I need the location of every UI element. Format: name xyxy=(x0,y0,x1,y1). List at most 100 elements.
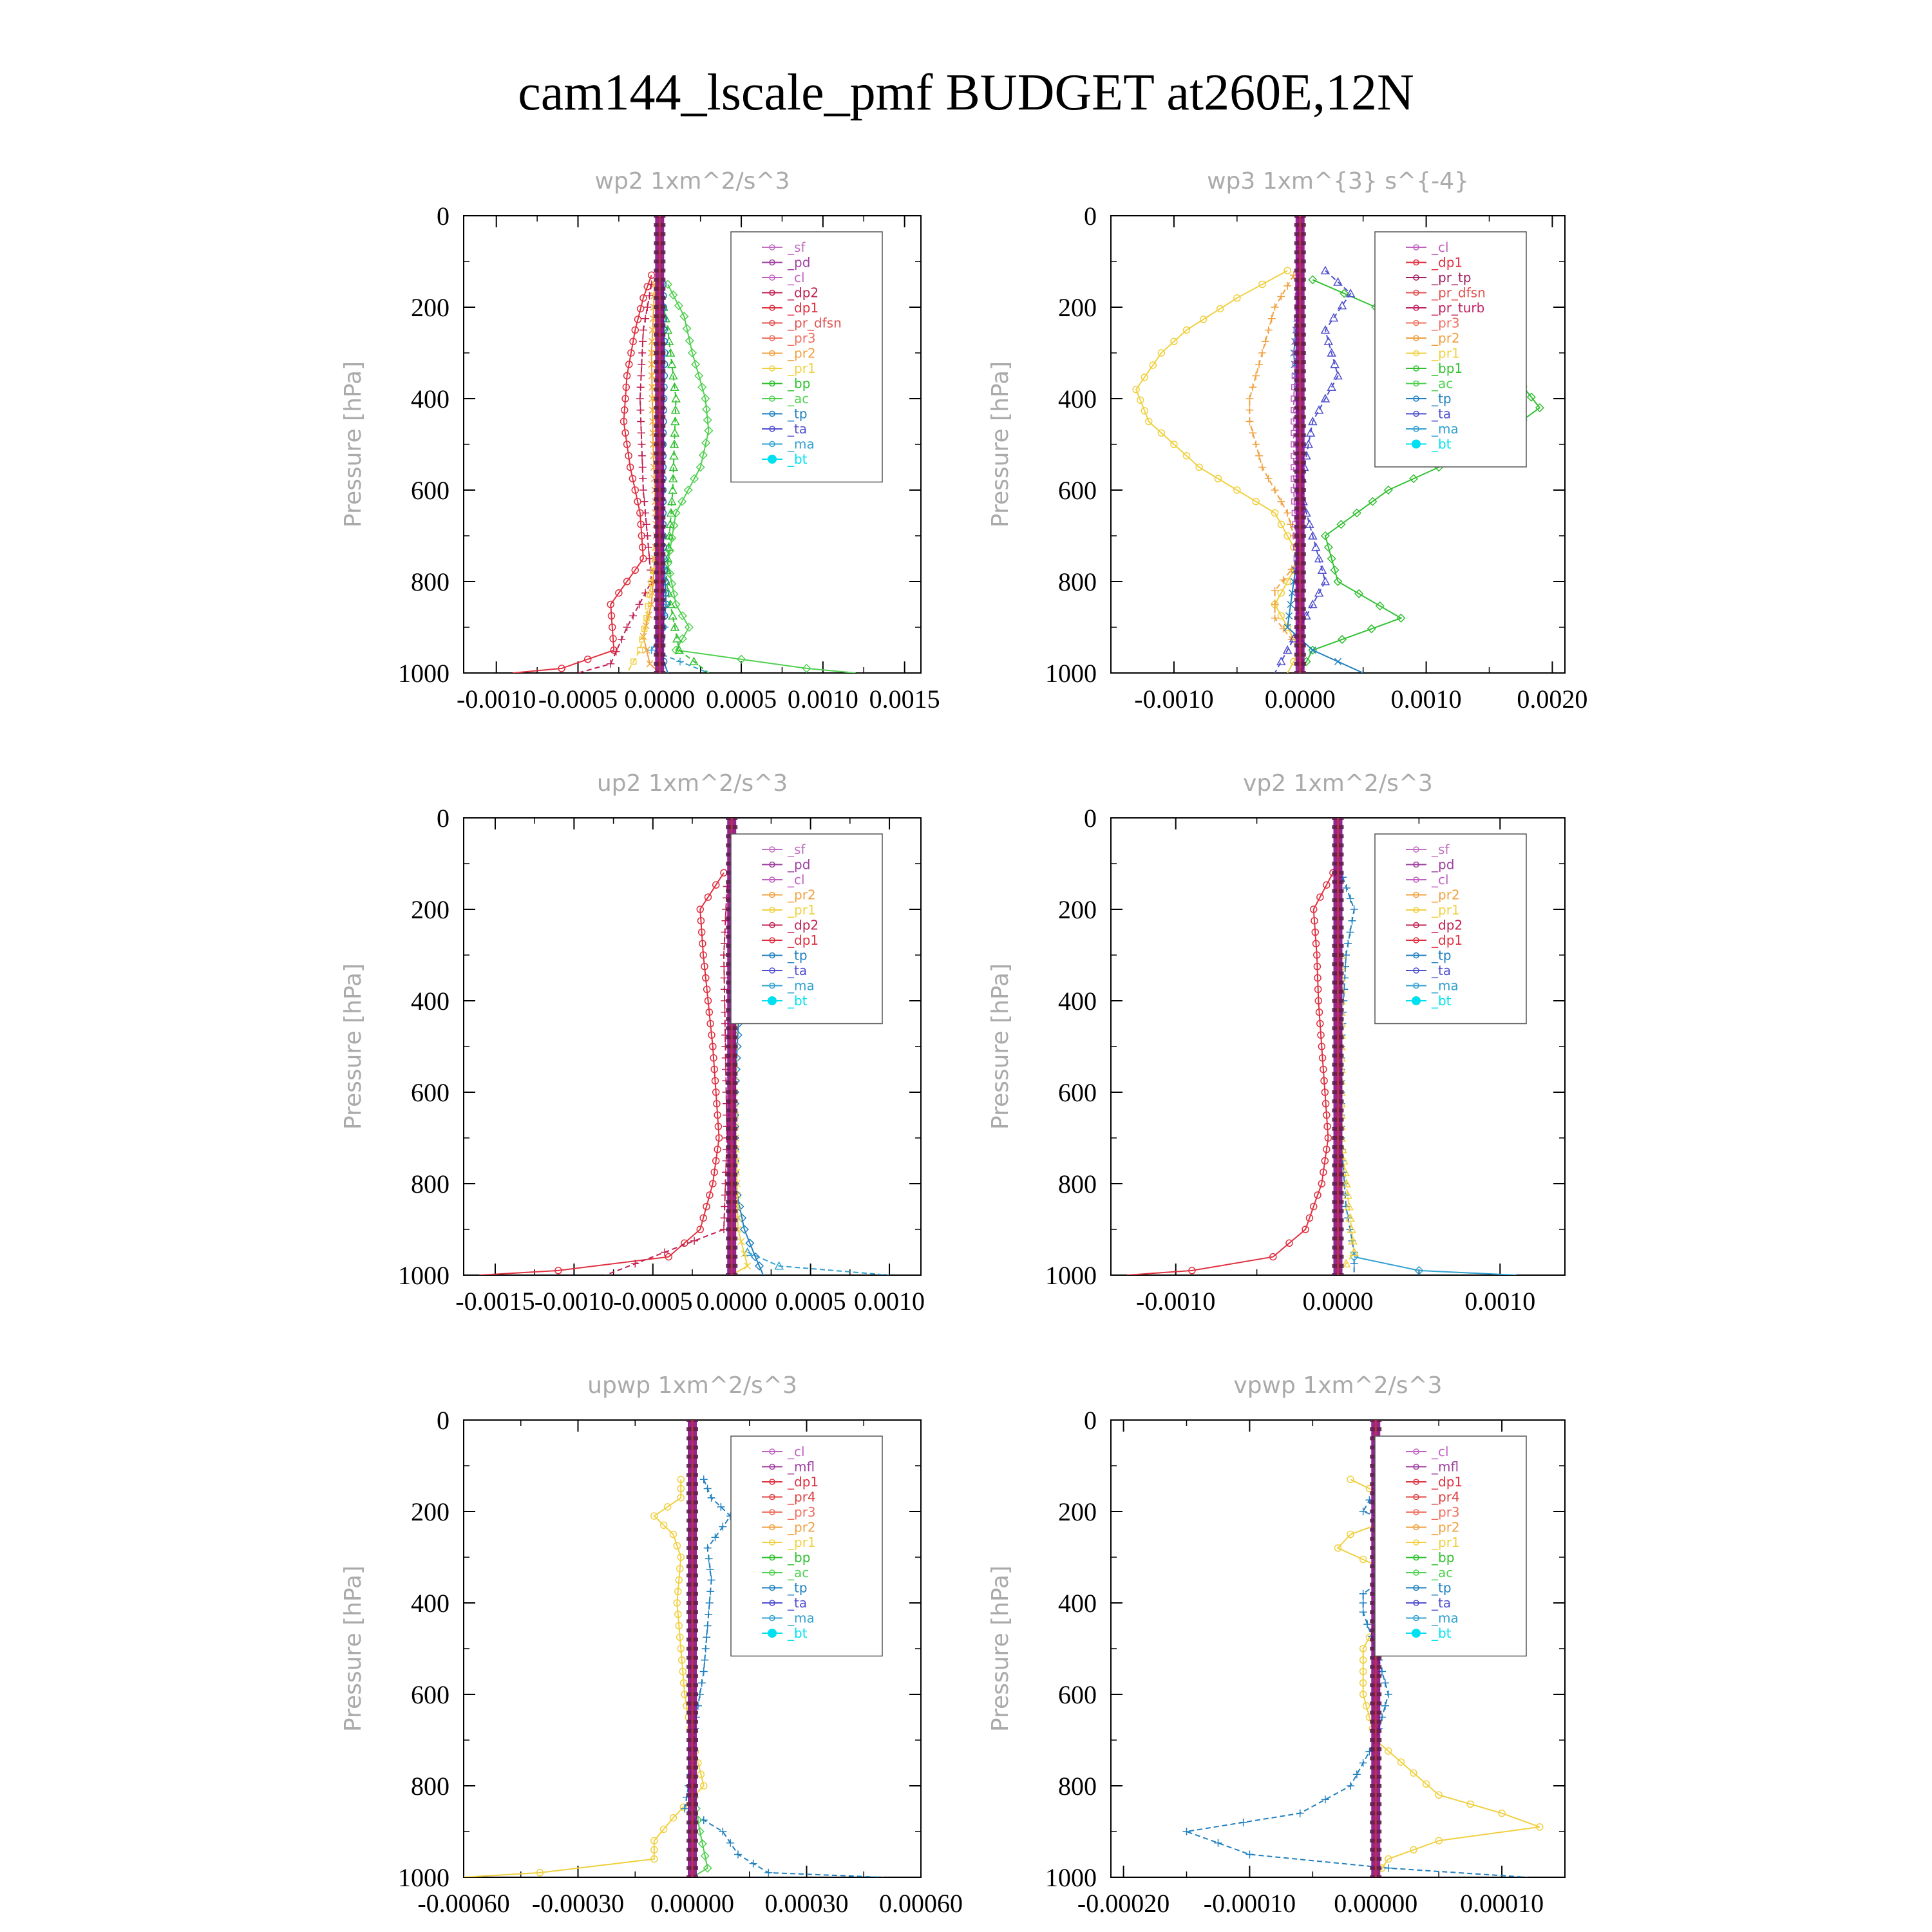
x-tick-label: 0.0000 xyxy=(696,1287,767,1316)
series-point xyxy=(700,1851,710,1861)
y-tick-label: 800 xyxy=(411,567,450,596)
series-point xyxy=(1318,1054,1327,1062)
series-point xyxy=(643,646,650,654)
series-point xyxy=(1264,326,1273,334)
series-point xyxy=(1258,349,1266,357)
y-axis-label: Pressure [hPa] xyxy=(340,1566,366,1732)
legend-marker xyxy=(769,922,775,929)
legend-label: _sf xyxy=(1431,842,1450,857)
series-point xyxy=(583,655,592,663)
legend-marker xyxy=(1413,319,1419,327)
y-tick-label: 800 xyxy=(411,1170,450,1198)
series-point xyxy=(1333,277,1343,286)
legend-label: _tp xyxy=(787,1580,808,1596)
legend-label: _sf xyxy=(787,842,806,857)
legend-label: _bt xyxy=(787,451,808,467)
series-line-dp1 xyxy=(479,872,724,1275)
legend-label: _pr_tp xyxy=(1431,270,1471,285)
series-point xyxy=(1308,645,1318,655)
legend-label: _dp1 xyxy=(1431,255,1463,270)
figure-title: cam144_lscale_pmf BUDGET at260E,12N xyxy=(518,64,1414,121)
legend-label: _tp xyxy=(1431,391,1452,406)
series-point xyxy=(1410,1846,1417,1854)
series-point xyxy=(1337,634,1347,644)
series-point xyxy=(1320,576,1331,585)
series-point xyxy=(641,509,650,517)
legend-label: _pr4 xyxy=(1431,1490,1460,1505)
series-point xyxy=(1321,1157,1329,1165)
chart-panel-5: upwp 1xm^2/s^3 0 200 400 600 800 1000-0.00060-… xyxy=(340,1372,963,1918)
legend-label: _bt xyxy=(787,993,808,1009)
series-point xyxy=(1283,281,1292,290)
y-tick-label: 1000 xyxy=(398,659,450,688)
series-point xyxy=(1396,613,1406,623)
series-point xyxy=(668,370,678,380)
legend-marker xyxy=(769,1615,775,1622)
series-point xyxy=(1344,1201,1354,1211)
series-point xyxy=(750,1252,760,1262)
series-point xyxy=(1435,1791,1443,1799)
y-tick-label: 400 xyxy=(411,987,450,1016)
series-point xyxy=(675,1622,683,1630)
series-point xyxy=(697,928,706,936)
series-point xyxy=(663,279,673,289)
legend-label: _pr2 xyxy=(787,346,816,361)
x-tick-label: 0.0010 xyxy=(1464,1287,1535,1316)
legend-label: _bt xyxy=(787,1625,808,1641)
legend: _cl_mfl_dp1_pr4_pr3_pr2_pr1_bp_ac_tp_ta_… xyxy=(1374,1435,1527,1657)
series-point xyxy=(1327,348,1336,357)
series-point xyxy=(626,463,634,471)
legend-box xyxy=(1374,833,1527,1025)
series-point xyxy=(684,622,694,632)
series-point xyxy=(1277,520,1285,528)
legend-label: _pr1 xyxy=(787,361,816,376)
series-point xyxy=(1141,374,1148,381)
series-point xyxy=(1252,498,1260,506)
series-point xyxy=(1359,1645,1367,1653)
series-point xyxy=(668,611,677,620)
series-point xyxy=(607,612,616,620)
series-point xyxy=(712,1088,720,1096)
series-line-bp xyxy=(659,284,710,673)
legend-marker xyxy=(769,335,775,341)
legend-label: _ta xyxy=(1431,406,1451,422)
legend-label: _pr3 xyxy=(1431,1504,1460,1520)
legend-box xyxy=(1374,1435,1527,1657)
series-point xyxy=(1199,316,1208,323)
series-point xyxy=(646,660,654,668)
series-point xyxy=(1321,1100,1330,1108)
x-tick-label: 0.0010 xyxy=(788,685,858,714)
series-point xyxy=(1285,1239,1293,1247)
series-point xyxy=(1182,1828,1191,1835)
series-point xyxy=(623,372,631,380)
series-point xyxy=(714,1111,721,1119)
legend-label: _sf xyxy=(787,240,806,255)
series-point xyxy=(1343,1190,1352,1199)
series-point xyxy=(1264,475,1273,483)
panel-title: up2 1xm^2/s^3 xyxy=(597,770,788,797)
series-point xyxy=(1359,1667,1367,1676)
series-point xyxy=(621,406,629,414)
y-axis-label: Pressure [hPa] xyxy=(987,361,1014,527)
series-line-ma xyxy=(1354,1256,1517,1275)
legend-marker xyxy=(1413,861,1419,868)
legend-box xyxy=(730,231,883,483)
series-point xyxy=(623,440,631,448)
series-point xyxy=(636,395,644,402)
series-point xyxy=(668,473,678,482)
series-point xyxy=(1296,1809,1304,1817)
series-point xyxy=(636,406,645,414)
series-point xyxy=(679,1679,688,1687)
series-point xyxy=(703,1202,710,1211)
series-point xyxy=(637,647,643,654)
series-line-ta xyxy=(1274,270,1352,673)
series-point xyxy=(1333,370,1343,380)
legend-box xyxy=(1374,231,1527,468)
series-line-pr1 xyxy=(1337,955,1355,1275)
legend-marker xyxy=(1413,1509,1419,1515)
chart-panel-6: vpwp 1xm^2/s^3 0 200 400 600 800 1000-0.00020 -… xyxy=(987,1372,1566,1918)
series-point xyxy=(650,1837,658,1844)
legend-label: _pr_turb xyxy=(1431,300,1484,316)
series-point xyxy=(1233,294,1241,302)
